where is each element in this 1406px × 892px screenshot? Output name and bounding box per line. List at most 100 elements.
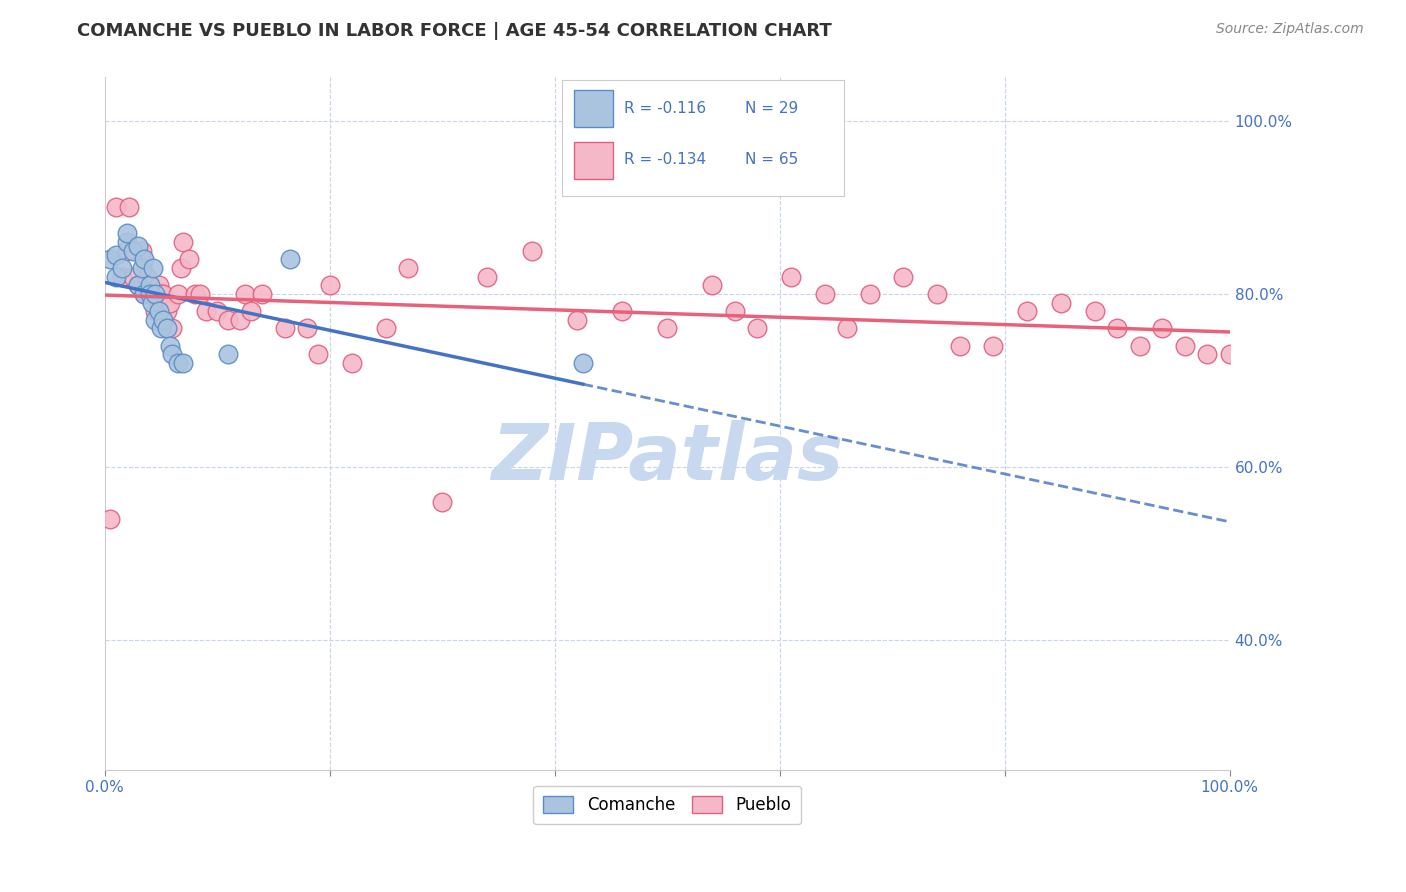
Point — [138, 278, 160, 293]
Point — [1219, 347, 1241, 361]
Point — [278, 252, 301, 267]
Point — [1107, 321, 1129, 335]
Point — [142, 260, 165, 275]
Point — [115, 235, 138, 249]
Point — [160, 321, 183, 335]
Text: Source: ZipAtlas.com: Source: ZipAtlas.com — [1216, 22, 1364, 37]
Point — [132, 286, 155, 301]
Text: N = 65: N = 65 — [745, 152, 799, 167]
Point — [148, 304, 170, 318]
Point — [143, 313, 166, 327]
Point — [273, 321, 295, 335]
Point — [98, 252, 121, 267]
Text: N = 29: N = 29 — [745, 101, 799, 116]
Point — [143, 286, 166, 301]
Point — [572, 356, 595, 370]
Point — [98, 512, 121, 526]
Point — [159, 295, 181, 310]
Point — [228, 313, 250, 327]
Point — [170, 260, 193, 275]
Point — [166, 356, 188, 370]
Point — [166, 286, 188, 301]
Point — [949, 339, 972, 353]
Point — [374, 321, 396, 335]
Point — [432, 494, 454, 508]
Point — [155, 304, 177, 318]
Point — [1174, 339, 1197, 353]
Text: R = -0.134: R = -0.134 — [624, 152, 706, 167]
Point — [141, 286, 163, 301]
Point — [141, 295, 163, 310]
Point — [250, 286, 273, 301]
Point — [1050, 295, 1073, 310]
Point — [104, 200, 127, 214]
Point — [814, 286, 837, 301]
Point — [131, 260, 153, 275]
Point — [318, 278, 340, 293]
Point — [160, 347, 183, 361]
Point — [1084, 304, 1107, 318]
Point — [239, 304, 262, 318]
Point — [104, 269, 127, 284]
Point — [217, 347, 239, 361]
Point — [567, 313, 589, 327]
Point — [115, 244, 138, 258]
Point — [155, 321, 177, 335]
Legend: Comanche, Pueblo: Comanche, Pueblo — [533, 786, 801, 824]
Point — [148, 278, 170, 293]
Point — [307, 347, 329, 361]
Point — [983, 339, 1005, 353]
Point — [780, 269, 803, 284]
Point — [747, 321, 769, 335]
Point — [110, 269, 132, 284]
Point — [172, 235, 194, 249]
Point — [127, 278, 149, 293]
Point — [152, 286, 174, 301]
Point — [159, 339, 181, 353]
Point — [859, 286, 882, 301]
Point — [477, 269, 499, 284]
Point — [152, 313, 174, 327]
Point — [893, 269, 915, 284]
Point — [172, 356, 194, 370]
Point — [118, 200, 141, 214]
Point — [295, 321, 318, 335]
Point — [217, 313, 239, 327]
Point — [177, 252, 200, 267]
Point — [396, 260, 419, 275]
Point — [194, 304, 217, 318]
Point — [188, 286, 211, 301]
Point — [121, 244, 143, 258]
Point — [138, 286, 160, 301]
Point — [132, 252, 155, 267]
Point — [724, 304, 747, 318]
Point — [136, 269, 159, 284]
Point — [612, 304, 634, 318]
Point — [340, 356, 363, 370]
Point — [143, 304, 166, 318]
Point — [149, 286, 172, 301]
Text: R = -0.116: R = -0.116 — [624, 101, 706, 116]
Point — [657, 321, 679, 335]
Point — [233, 286, 256, 301]
Point — [1017, 304, 1039, 318]
Bar — [574, 142, 613, 178]
Point — [702, 278, 724, 293]
Point — [183, 286, 205, 301]
Point — [1197, 347, 1219, 361]
Point — [1152, 321, 1174, 335]
Point — [837, 321, 859, 335]
Point — [1129, 339, 1152, 353]
Point — [127, 239, 149, 253]
Text: ZIPatlas: ZIPatlas — [491, 420, 844, 496]
Point — [149, 321, 172, 335]
Point — [131, 244, 153, 258]
Text: COMANCHE VS PUEBLO IN LABOR FORCE | AGE 45-54 CORRELATION CHART: COMANCHE VS PUEBLO IN LABOR FORCE | AGE … — [77, 22, 832, 40]
Point — [522, 244, 544, 258]
Point — [132, 286, 155, 301]
Point — [110, 260, 132, 275]
Point — [927, 286, 949, 301]
Point — [205, 304, 228, 318]
Point — [104, 248, 127, 262]
Point — [115, 227, 138, 241]
